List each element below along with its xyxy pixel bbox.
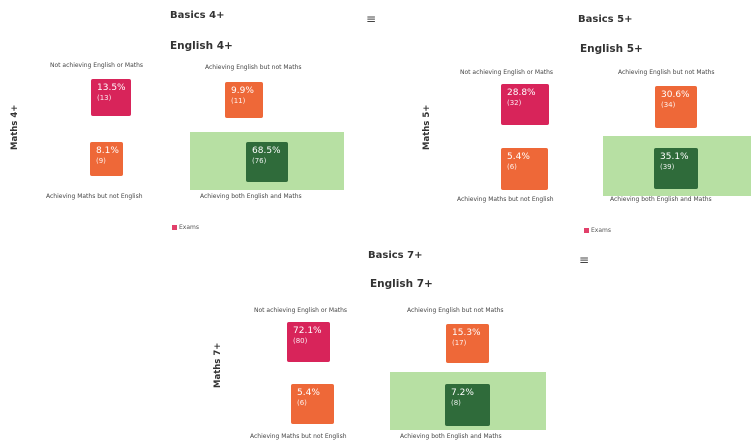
- legend[interactable]: Exams: [584, 227, 611, 234]
- tile-percent: 5.4%: [297, 388, 320, 398]
- tile-percent: 8.1%: [96, 146, 119, 156]
- tile-count: (9): [96, 157, 106, 165]
- legend-swatch: [584, 228, 589, 233]
- tile-count: (17): [452, 339, 467, 347]
- quadrant-label-top-right: Achieving English but not Maths: [205, 64, 302, 71]
- quadrant-label-bottom-left: Achieving Maths but not English: [46, 193, 143, 200]
- quadrant-label-top-left: Not achieving English or Maths: [460, 69, 554, 76]
- legend-label: Exams: [179, 224, 199, 231]
- tile-percent: 68.5%: [252, 146, 281, 156]
- chart-subtitle: English 4+: [170, 40, 233, 52]
- y-axis-label: Maths 5+: [422, 104, 432, 150]
- legend[interactable]: Exams: [172, 224, 199, 231]
- tile-percent: 28.8%: [507, 88, 536, 98]
- tile-count: (6): [507, 163, 517, 171]
- chart-panel-basics-5: Basics 5+ English 5+ Maths 5+ Not achiev…: [400, 0, 751, 245]
- y-axis-label: Maths 7+: [213, 342, 223, 388]
- tile-not-achieving[interactable]: 28.8% (32): [501, 84, 549, 125]
- tile-percent: 15.3%: [452, 328, 481, 338]
- tile-count: (34): [661, 101, 676, 109]
- tile-percent: 13.5%: [97, 83, 126, 93]
- quadrant-label-top-left: Not achieving English or Maths: [254, 307, 348, 314]
- tile-count: (80): [293, 337, 308, 345]
- tile-count: (11): [231, 97, 246, 105]
- legend-swatch: [172, 225, 177, 230]
- tile-percent: 72.1%: [293, 326, 322, 336]
- tile-percent: 30.6%: [661, 90, 690, 100]
- chart-title: Basics 4+: [170, 10, 225, 21]
- tile-count: (39): [660, 163, 675, 171]
- tile-count: (8): [451, 399, 461, 407]
- quadrant-label-bottom-left: Achieving Maths but not English: [250, 433, 347, 440]
- chart-panel-basics-7: Basics 7+ ≡ English 7+ Maths 7+ Not achi…: [200, 240, 600, 445]
- tile-count: (76): [252, 157, 267, 165]
- quadrant-label-top-right: Achieving English but not Maths: [618, 69, 715, 76]
- tile-achieving-both[interactable]: 7.2% (8): [445, 384, 490, 426]
- tile-percent: 5.4%: [507, 152, 530, 162]
- y-axis-label: Maths 4+: [10, 104, 20, 150]
- tile-maths-not-english[interactable]: 5.4% (6): [291, 384, 334, 424]
- tile-achieving-both[interactable]: 35.1% (39): [654, 148, 698, 189]
- chart-subtitle: English 7+: [370, 278, 433, 290]
- quadrant-label-top-left: Not achieving English or Maths: [50, 62, 144, 69]
- tile-count: (13): [97, 94, 112, 102]
- tile-not-achieving[interactable]: 72.1% (80): [287, 322, 330, 362]
- quadrant-label-top-right: Achieving English but not Maths: [407, 307, 504, 314]
- tile-english-not-maths[interactable]: 9.9% (11): [225, 82, 263, 118]
- tile-achieving-both[interactable]: 68.5% (76): [246, 142, 288, 182]
- tile-percent: 9.9%: [231, 86, 254, 96]
- tile-percent: 7.2%: [451, 388, 474, 398]
- quadrant-label-bottom-right: Achieving both English and Maths: [200, 193, 302, 200]
- tile-count: (6): [297, 399, 307, 407]
- chart-subtitle: English 5+: [580, 43, 643, 55]
- chart-title: Basics 5+: [578, 14, 633, 25]
- tile-percent: 35.1%: [660, 152, 689, 162]
- tile-count: (32): [507, 99, 522, 107]
- tile-maths-not-english[interactable]: 8.1% (9): [90, 142, 123, 176]
- quadrant-label-bottom-right: Achieving both English and Maths: [400, 433, 502, 440]
- tile-not-achieving[interactable]: 13.5% (13): [91, 79, 131, 116]
- quadrant-label-bottom-left: Achieving Maths but not English: [457, 196, 554, 203]
- legend-label: Exams: [591, 227, 611, 234]
- tile-english-not-maths[interactable]: 15.3% (17): [446, 324, 489, 363]
- quadrant-label-bottom-right: Achieving both English and Maths: [610, 196, 712, 203]
- chart-title: Basics 7+: [368, 250, 423, 261]
- tile-maths-not-english[interactable]: 5.4% (6): [501, 148, 548, 190]
- tile-english-not-maths[interactable]: 30.6% (34): [655, 86, 697, 128]
- chart-panel-basics-4: Basics 4+ ≡ English 4+ Maths 4+ Not achi…: [0, 0, 376, 240]
- hamburger-menu-icon[interactable]: ≡: [366, 12, 377, 26]
- hamburger-menu-icon[interactable]: ≡: [579, 253, 590, 267]
